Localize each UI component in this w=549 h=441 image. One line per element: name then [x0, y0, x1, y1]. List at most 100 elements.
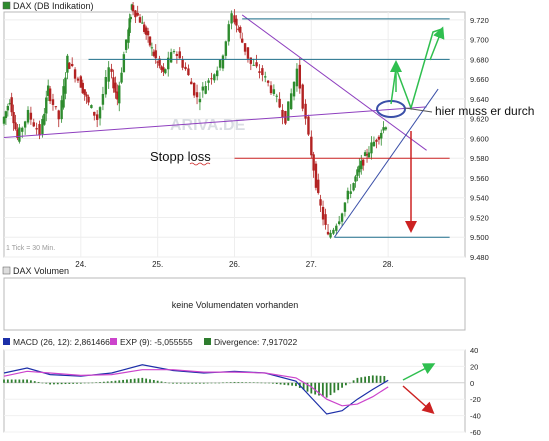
divergence-bar — [371, 375, 374, 383]
candle-body — [23, 121, 27, 128]
candle-body — [207, 80, 210, 83]
price-y-tick-label: 9.560 — [470, 174, 489, 183]
candle-body — [148, 36, 152, 46]
price-y-tick-label: 9.500 — [470, 233, 489, 242]
candle-body — [45, 97, 48, 114]
macd-lines — [3, 364, 389, 415]
candle-body — [221, 55, 225, 69]
candle-body — [46, 85, 50, 96]
candle-body — [382, 127, 385, 131]
divergence-bar — [379, 375, 382, 383]
divergence-bar — [245, 382, 247, 383]
divergence-bar — [214, 382, 217, 384]
macd-legend-swatch-2 — [204, 338, 211, 345]
candle-body — [360, 160, 363, 170]
candle-body — [68, 62, 71, 69]
divergence-bar — [152, 380, 155, 383]
candle-body — [326, 231, 330, 235]
candle-body — [6, 105, 10, 111]
candle-body — [98, 107, 102, 119]
candle-body — [41, 119, 44, 135]
candle-body — [32, 122, 35, 127]
divergence-bar — [156, 380, 159, 383]
divergence-bar — [49, 382, 51, 385]
candle-body — [101, 94, 105, 105]
divergence-bar — [172, 382, 174, 384]
divergence-bar — [183, 382, 186, 384]
macd-legend-label-2: Divergence: 7,917022 — [214, 337, 297, 347]
candle-body — [372, 141, 376, 147]
macd-down-arrow — [402, 385, 435, 414]
price-legend-label: DAX (DB Indikation) — [13, 1, 94, 11]
price-y-tick-label: 9.680 — [470, 55, 489, 64]
divergence-bar — [352, 380, 355, 383]
macd-y-tick-label: -60 — [470, 428, 481, 436]
candle-body — [158, 58, 161, 66]
price-y-tick-label: 9.660 — [470, 75, 489, 84]
macd-legend-label-0: MACD (26, 12): 2,861466 — [13, 337, 110, 347]
candle-body — [154, 50, 157, 59]
divergence-bar — [133, 378, 136, 383]
candle-body — [162, 67, 165, 72]
macd-legend: MACD (26, 12): 2,861466 EXP (9): -5,0555… — [3, 337, 297, 347]
candle-body — [12, 112, 15, 124]
price-x-tick-label: 24. — [75, 260, 86, 269]
divergence-bar — [95, 382, 98, 383]
candle-body — [365, 154, 369, 156]
candle-body — [295, 68, 299, 87]
candle-body — [26, 109, 30, 123]
candle-body — [107, 67, 110, 82]
candle-body — [258, 71, 261, 73]
macd-y-tick-label: 0 — [470, 379, 474, 388]
candle-body — [281, 109, 284, 118]
candle-body — [104, 77, 108, 95]
price-y-tick-label: 9.480 — [470, 253, 489, 262]
candle-body — [93, 111, 96, 116]
candle-body — [144, 27, 148, 35]
candle-body — [136, 12, 139, 16]
trend-lines — [3, 14, 450, 238]
candle-body — [192, 82, 196, 96]
divergence-bar — [145, 378, 148, 383]
candle-body — [375, 139, 378, 142]
divergence-bar — [314, 382, 317, 395]
candle-body — [146, 30, 150, 36]
macd-y-tick-label: 40 — [470, 346, 478, 355]
watermark: ARIVA.DE — [170, 117, 246, 134]
divergence-bar — [122, 379, 124, 383]
candle-body — [312, 154, 315, 171]
divergence-bar — [206, 382, 209, 384]
candle-body — [169, 52, 173, 63]
price-x-tick-label: 27. — [306, 260, 317, 269]
divergence-bar — [348, 382, 351, 384]
price-legend: DAX (DB Indikation) — [2, 1, 94, 11]
candle-body — [127, 29, 130, 43]
divergence-bar — [6, 379, 9, 383]
candle-body — [292, 81, 296, 97]
divergence-bar — [114, 380, 117, 383]
candle-body — [367, 152, 371, 158]
candle-body — [79, 76, 83, 88]
candle-body — [239, 27, 242, 33]
divergence-bar — [295, 382, 297, 387]
divergence-bar — [53, 382, 55, 385]
candle-body — [14, 122, 17, 130]
price-y-tick-label: 9.540 — [470, 194, 489, 203]
divergence-bar — [33, 381, 36, 383]
candle-body — [4, 111, 8, 119]
divergence-bar — [225, 382, 228, 383]
price-y-tick-label: 9.620 — [470, 115, 489, 124]
divergence-bar — [83, 382, 86, 384]
macd-y-tick-label: -20 — [470, 395, 481, 404]
candle-body — [83, 89, 86, 95]
candle-body — [29, 112, 33, 120]
price-x-tick-label: 25. — [152, 260, 163, 269]
divergence-bar — [229, 382, 232, 383]
candle-body — [10, 97, 13, 113]
candle-body — [358, 165, 361, 173]
candle-body — [129, 16, 132, 20]
target-arrow-9720 — [429, 26, 445, 61]
candle-body — [38, 124, 41, 136]
candle-body — [340, 213, 344, 222]
